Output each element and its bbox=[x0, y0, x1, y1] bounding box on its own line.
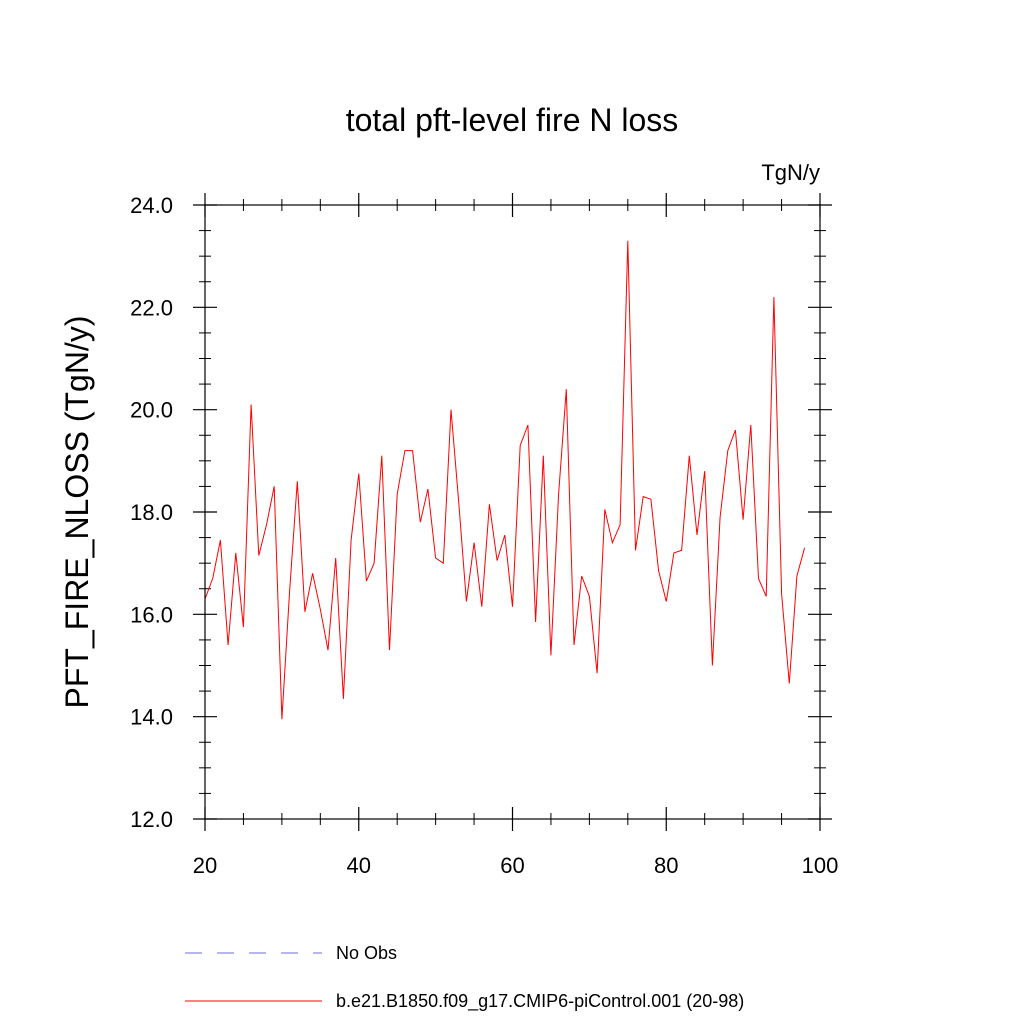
y-tick-label: 14.0 bbox=[130, 705, 173, 730]
series-line-model bbox=[204, 240, 806, 720]
legend-label-no-obs: No Obs bbox=[336, 943, 397, 963]
chart-title: total pft-level fire N loss bbox=[346, 102, 679, 138]
y-tick-label: 22.0 bbox=[130, 295, 173, 320]
x-tick-label: 20 bbox=[193, 853, 217, 878]
x-tick-label: 80 bbox=[654, 853, 678, 878]
major-ticks bbox=[193, 193, 832, 831]
legend: No Obs b.e21.B1850.f09_g17.CMIP6-piContr… bbox=[185, 943, 744, 1012]
y-axis-label: PFT_FIRE_NLOSS (TgN/y) bbox=[59, 316, 95, 709]
y-tick-label: 16.0 bbox=[130, 602, 173, 627]
series-layer bbox=[204, 240, 806, 720]
y-tick-label: 20.0 bbox=[130, 398, 173, 423]
y-tick-labels: 12.0 14.0 16.0 18.0 20.0 22.0 24.0 bbox=[130, 193, 173, 832]
legend-label-model: b.e21.B1850.f09_g17.CMIP6-piControl.001 … bbox=[336, 991, 744, 1012]
x-tick-label: 100 bbox=[802, 853, 839, 878]
units-label: TgN/y bbox=[761, 160, 820, 185]
minor-ticks bbox=[199, 199, 826, 825]
y-tick-label: 18.0 bbox=[130, 500, 173, 525]
x-tick-label: 40 bbox=[347, 853, 371, 878]
y-tick-label: 12.0 bbox=[130, 807, 173, 832]
x-tick-labels: 20 40 60 80 100 bbox=[193, 853, 839, 878]
y-tick-label: 24.0 bbox=[130, 193, 173, 218]
x-tick-label: 60 bbox=[500, 853, 524, 878]
plot-frame bbox=[204, 204, 821, 820]
